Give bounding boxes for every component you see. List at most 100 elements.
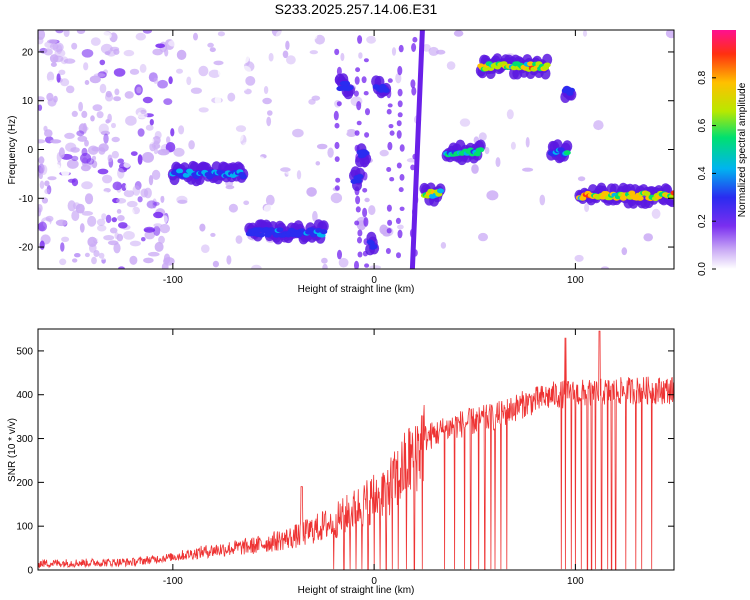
colorbar-tick-label: 0.2 bbox=[697, 214, 708, 228]
noise-speckle bbox=[71, 110, 78, 117]
noise-speckle bbox=[53, 95, 58, 103]
spectrogram-x-axis-label: Height of straight line (km) bbox=[298, 284, 415, 295]
noise-speckle bbox=[63, 58, 76, 64]
noise-speckle bbox=[243, 200, 250, 206]
noise-speckle bbox=[84, 139, 89, 147]
noise-speckle bbox=[100, 130, 110, 136]
noise-speckle bbox=[170, 128, 175, 137]
noise-speckle bbox=[184, 89, 191, 100]
noise-speckle bbox=[495, 157, 501, 168]
noise-speckle bbox=[116, 198, 127, 204]
noise-speckle bbox=[83, 62, 89, 71]
noise-speckle bbox=[72, 258, 78, 263]
noise-speckle bbox=[237, 36, 247, 43]
noise-speckle bbox=[250, 261, 257, 268]
colorbar-tick-label: 0.4 bbox=[697, 166, 708, 180]
noise-speckle bbox=[47, 79, 57, 85]
noise-speckle bbox=[178, 75, 190, 81]
noise-speckle bbox=[582, 30, 588, 37]
noise-speckle bbox=[665, 30, 674, 39]
vertical-streak-blob bbox=[411, 43, 417, 52]
noise-speckle bbox=[522, 167, 534, 172]
noise-speckle bbox=[93, 250, 100, 257]
feature-core bbox=[264, 232, 272, 238]
noise-speckle bbox=[143, 257, 154, 264]
noise-speckle bbox=[308, 31, 318, 41]
vertical-streak-blob bbox=[363, 58, 369, 63]
noise-speckle bbox=[214, 96, 222, 105]
noise-speckle bbox=[143, 212, 153, 219]
vertical-streak-blob bbox=[397, 65, 403, 76]
noise-speckle bbox=[116, 233, 124, 242]
noise-speckle bbox=[374, 34, 387, 42]
vertical-streak-blob bbox=[354, 130, 360, 136]
noise-speckle bbox=[99, 59, 106, 66]
noise-speckle bbox=[81, 110, 88, 118]
noise-speckle bbox=[49, 43, 59, 50]
noise-speckle bbox=[103, 133, 109, 144]
noise-speckle bbox=[91, 155, 97, 161]
vertical-streak-blob bbox=[365, 108, 370, 116]
noise-speckle bbox=[379, 149, 389, 157]
noise-speckle bbox=[48, 163, 61, 170]
noise-speckle bbox=[91, 146, 100, 152]
vertical-streak-blob bbox=[412, 36, 418, 43]
vertical-streak-blob bbox=[386, 167, 392, 172]
noise-speckle bbox=[256, 156, 266, 167]
x-tick-label: 0 bbox=[371, 576, 377, 587]
vertical-streak-blob bbox=[386, 228, 392, 234]
noise-speckle bbox=[161, 215, 168, 224]
noise-speckle bbox=[54, 49, 66, 58]
noise-speckle bbox=[419, 123, 431, 131]
noise-speckle bbox=[149, 119, 154, 126]
spectrogram-y-ticks: -20 -10 0 10 20 bbox=[19, 47, 674, 254]
feature-core bbox=[367, 240, 375, 246]
noise-speckle bbox=[101, 213, 107, 220]
noise-speckle bbox=[210, 208, 219, 215]
y-tick-label: 100 bbox=[16, 522, 33, 533]
y-tick-label: 0 bbox=[27, 566, 33, 577]
vertical-streak-blob bbox=[387, 103, 393, 108]
noise-speckle bbox=[366, 217, 376, 227]
noise-speckle bbox=[92, 104, 103, 112]
noise-speckle bbox=[577, 176, 586, 182]
noise-speckle bbox=[98, 143, 109, 152]
vertical-streak-blob bbox=[397, 112, 403, 118]
noise-speckle bbox=[166, 136, 171, 144]
feature-core bbox=[473, 151, 481, 157]
noise-speckle bbox=[151, 140, 160, 150]
feature-core bbox=[320, 229, 328, 235]
noise-speckle bbox=[125, 182, 134, 191]
vertical-streak-blob bbox=[397, 100, 403, 108]
noise-speckle bbox=[366, 35, 377, 44]
noise-speckle bbox=[135, 32, 146, 41]
noise-speckle bbox=[235, 235, 243, 244]
noise-speckle bbox=[140, 188, 149, 198]
noise-speckle bbox=[71, 178, 79, 187]
noise-speckle bbox=[621, 247, 628, 256]
noise-speckle bbox=[199, 223, 206, 232]
noise-speckle bbox=[125, 103, 137, 111]
noise-speckle bbox=[113, 242, 121, 254]
vertical-streak-blob bbox=[363, 91, 369, 96]
noise-speckle bbox=[38, 36, 44, 45]
noise-speckle bbox=[126, 200, 138, 208]
noise-speckle bbox=[525, 137, 530, 148]
feature-core bbox=[563, 150, 571, 156]
noise-speckle bbox=[152, 48, 163, 56]
feature-core bbox=[272, 232, 280, 238]
noise-speckle bbox=[38, 221, 47, 232]
noise-speckle bbox=[307, 206, 317, 211]
vertical-streak-blob bbox=[363, 217, 369, 227]
noise-speckle bbox=[443, 79, 451, 85]
noise-speckle bbox=[593, 120, 604, 131]
noise-speckle bbox=[211, 244, 217, 250]
vertical-streak-blob bbox=[361, 76, 367, 84]
noise-speckle bbox=[107, 154, 113, 163]
noise-speckle bbox=[263, 204, 274, 214]
noise-speckle bbox=[47, 176, 57, 181]
feature-core bbox=[356, 174, 364, 179]
noise-speckle bbox=[137, 196, 143, 203]
feature-core bbox=[543, 62, 551, 68]
noise-speckle bbox=[105, 214, 112, 224]
